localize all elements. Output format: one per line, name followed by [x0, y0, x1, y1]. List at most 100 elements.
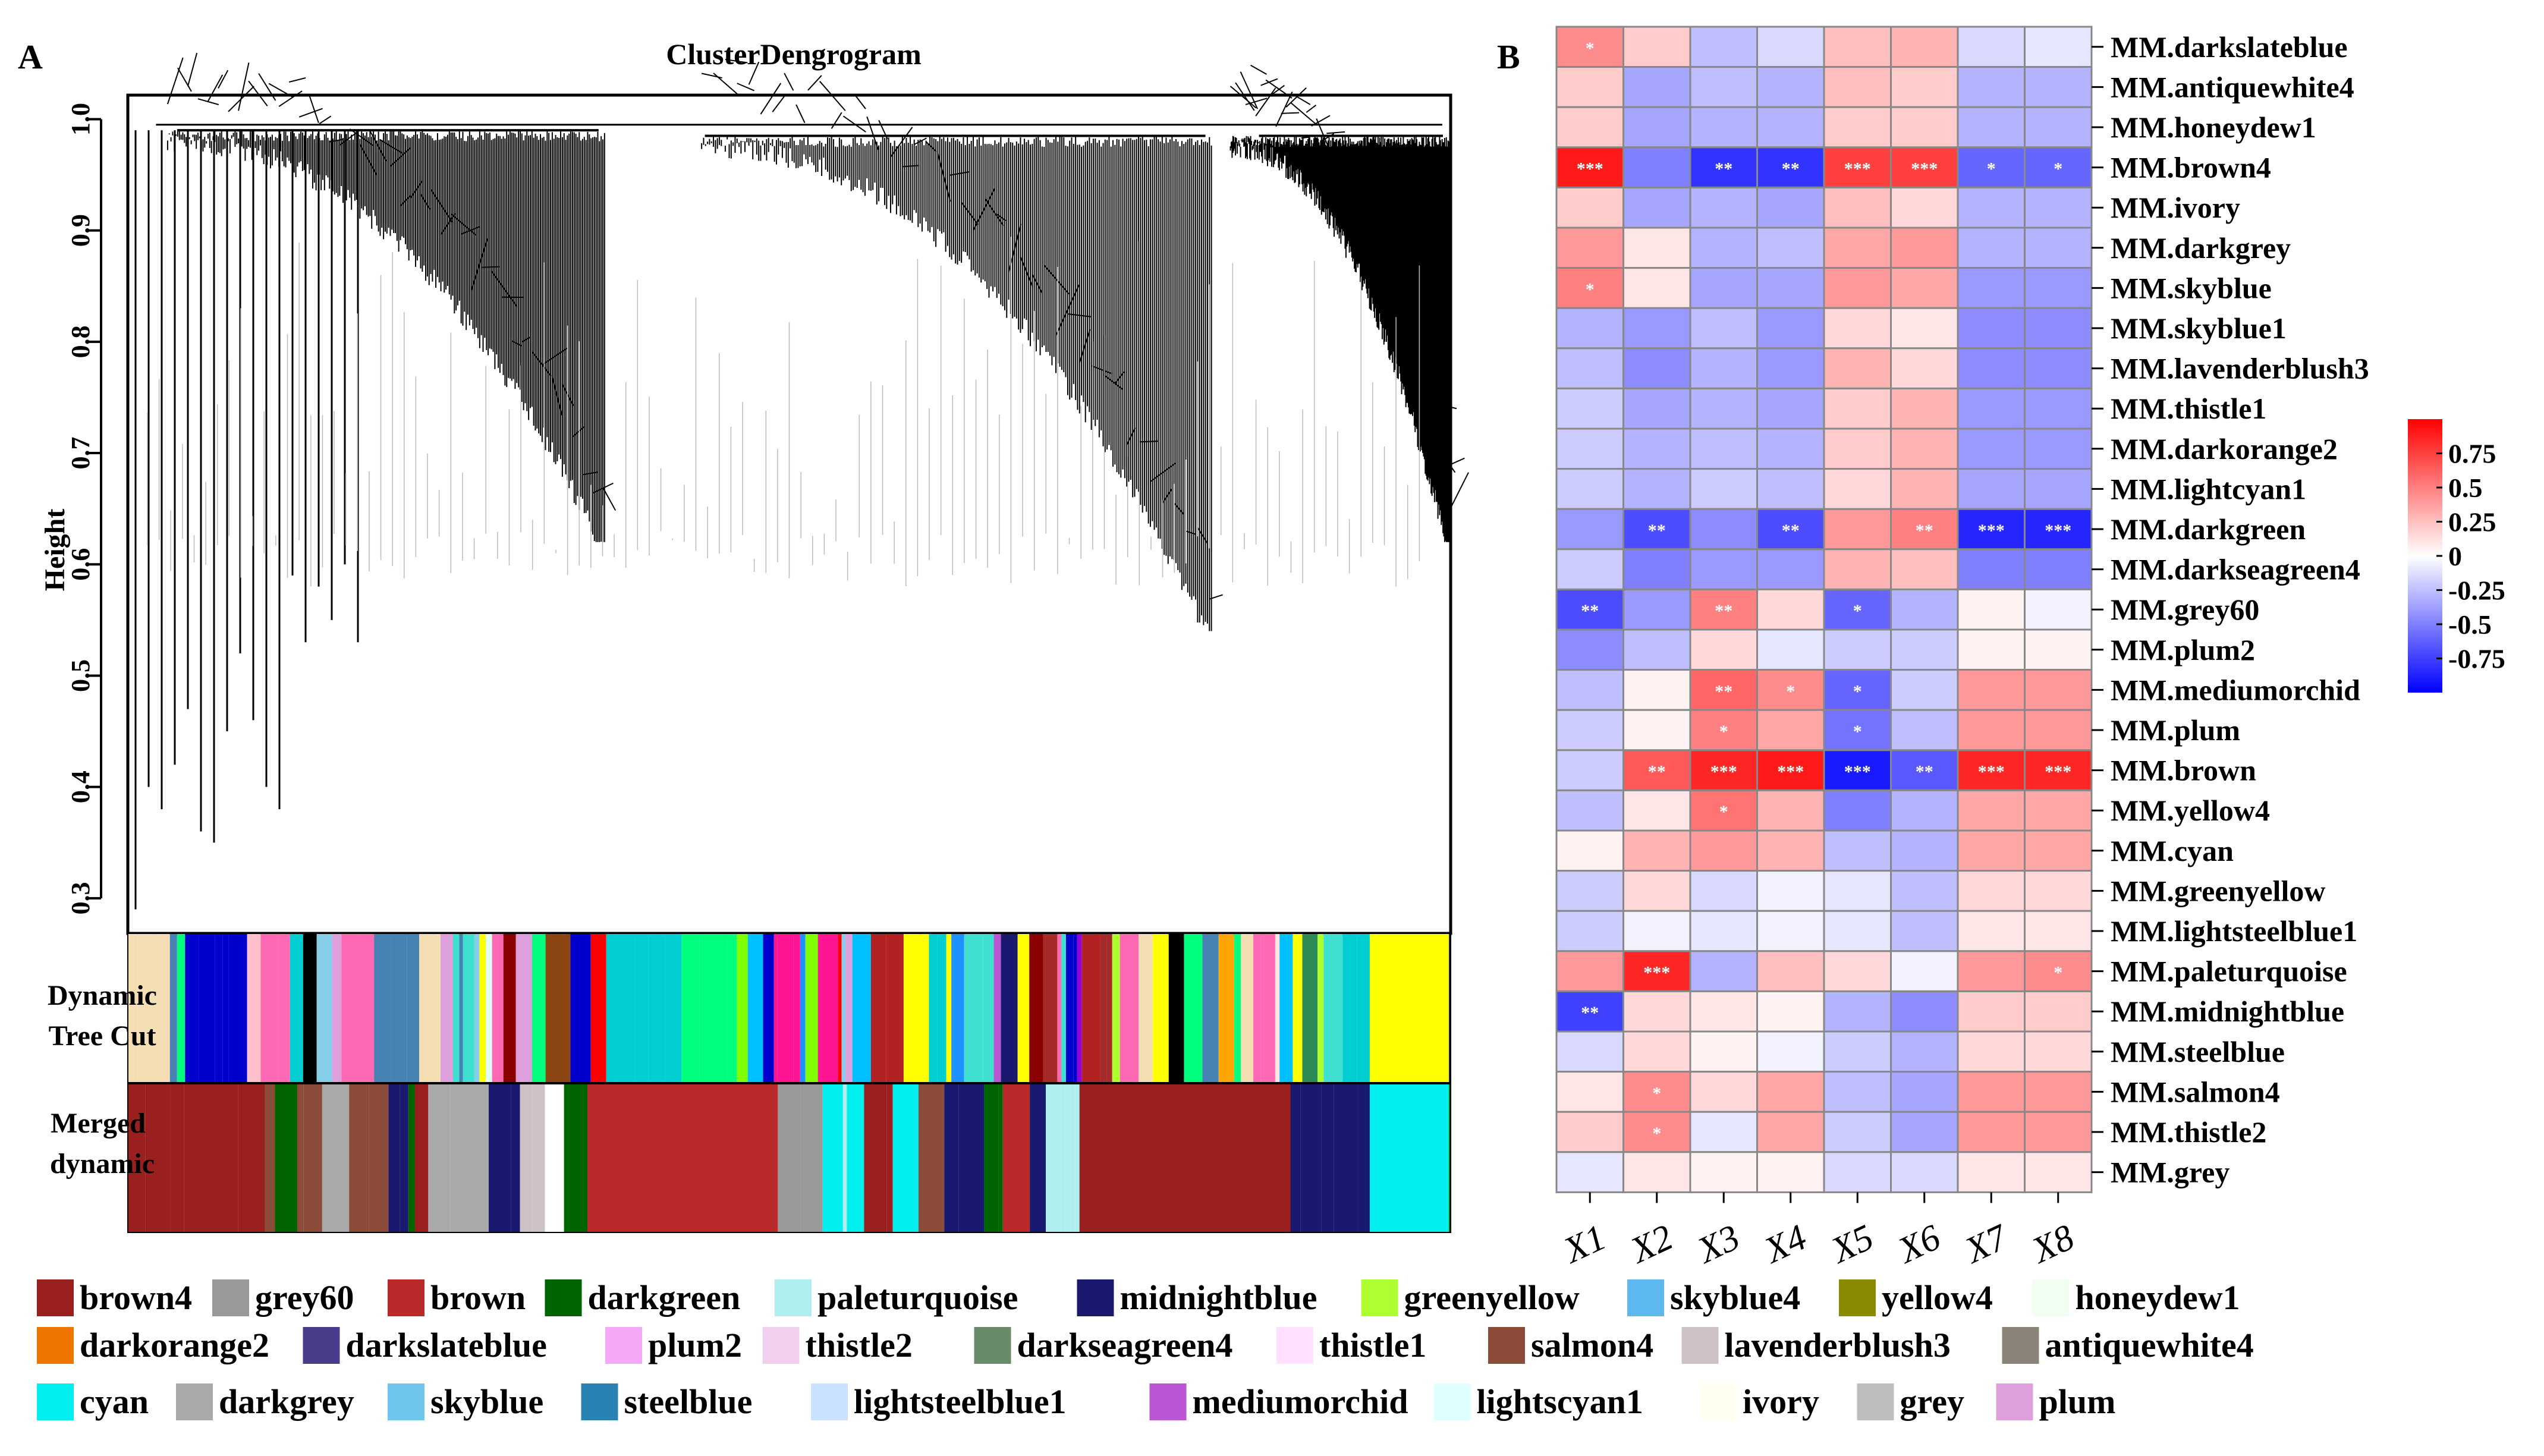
heatmap-cell	[1622, 709, 1691, 751]
heatmap-cell	[1756, 66, 1825, 108]
heatmap-cell	[2024, 26, 2093, 68]
dynamic-tree-cut-band	[710, 933, 728, 1082]
heatmap-cell	[1957, 1071, 2026, 1113]
row-label: MM.salmon4	[2111, 1075, 2280, 1108]
merged-dynamic-band	[1321, 1084, 1334, 1232]
heatmap-cell	[1756, 789, 1825, 832]
dendrogram-branch	[1255, 87, 1276, 117]
dynamic-tree-cut-band	[1275, 933, 1280, 1082]
dendrogram-branch	[288, 77, 306, 83]
dynamic-tree-cut-band	[1001, 933, 1018, 1082]
heatmap-cell	[1555, 1151, 1624, 1193]
dynamic-tree-cut-band	[1241, 933, 1254, 1082]
significance-label: *	[2054, 963, 2062, 983]
heatmap-cell	[1957, 870, 2026, 912]
merged-dynamic-band	[842, 1084, 847, 1232]
row-label: MM.darkgreen	[2111, 512, 2306, 546]
y-axis-label: Height	[39, 509, 71, 592]
dynamic-tree-cut-band	[303, 933, 317, 1082]
significance-label: **	[1648, 762, 1666, 782]
legend-swatch	[1857, 1383, 1894, 1420]
dynamic-tree-cut-band	[316, 933, 332, 1082]
heatmap-cell	[1823, 1151, 1892, 1193]
heatmap-cell	[1689, 387, 1758, 430]
merged-dynamic-band	[322, 1084, 335, 1232]
legend-label: lavenderblush3	[1725, 1326, 1951, 1364]
heatmap-cell	[1823, 307, 1892, 350]
merged-dynamic-band	[468, 1084, 489, 1232]
y-tick-label: 0.3	[66, 882, 95, 914]
heatmap-cell	[1622, 789, 1691, 832]
dynamic-tree-cut-band	[618, 933, 635, 1082]
heatmap-cell	[1689, 106, 1758, 149]
significance-label: ***	[1978, 521, 2005, 540]
dynamic-tree-cut-band	[886, 933, 904, 1082]
merged-dynamic-band	[944, 1084, 959, 1232]
significance-label: *	[1719, 802, 1728, 822]
dendrogram-branch	[1229, 86, 1257, 109]
heatmap-cell	[1957, 910, 2026, 952]
heatmap-cell	[2024, 186, 2093, 229]
dynamic-tree-cut-band	[290, 933, 303, 1082]
heatmap-cell	[1689, 307, 1758, 350]
legend-label: steelblue	[624, 1382, 753, 1421]
heatmap-cell	[1890, 789, 1959, 832]
dynamic-tree-cut-band	[805, 933, 818, 1082]
dendrogram-branch	[1250, 64, 1267, 75]
dendrogram-branch	[278, 90, 303, 107]
heatmap-cell	[2024, 1071, 2093, 1113]
heatmap-cell	[1957, 427, 2026, 470]
significance-label: *	[1786, 681, 1795, 701]
heatmap-cell	[2024, 267, 2093, 309]
dynamic-tree-cut-band	[155, 933, 170, 1082]
dynamic-tree-cut-band	[968, 933, 983, 1082]
dendrogram-branch	[854, 95, 866, 109]
heatmap-cell	[1823, 950, 1892, 992]
dendrogram-branch	[298, 108, 323, 118]
heatmap-cell	[2024, 387, 2093, 430]
dynamic-tree-cut-band	[1120, 933, 1139, 1082]
legend-swatch	[1433, 1383, 1471, 1420]
heatmap-cell	[1890, 950, 1959, 992]
heatmap-cell	[1890, 468, 1959, 510]
heatmap-cell	[1957, 387, 2026, 430]
merged-dynamic-band	[238, 1084, 265, 1232]
merged-dynamic-band	[1334, 1084, 1359, 1232]
significance-label: *	[1853, 722, 1862, 741]
heatmap-cell	[1622, 106, 1691, 149]
heatmap-cell	[1823, 387, 1892, 430]
dynamic-tree-cut-band	[341, 933, 359, 1082]
dendrogram-branch	[842, 115, 866, 133]
column-label: X2	[1623, 1217, 1679, 1272]
heatmap-cell	[2024, 1151, 2093, 1193]
row-label: MM.thistle2	[2111, 1115, 2266, 1149]
heatmap-cell	[1555, 427, 1624, 470]
merged-dynamic-band	[511, 1084, 520, 1232]
column-label: X8	[2024, 1217, 2080, 1272]
dynamic-tree-cut-band	[845, 933, 853, 1082]
heatmap-cell	[2024, 427, 2093, 470]
legend-swatch	[2032, 1279, 2070, 1316]
heatmap-cell	[1957, 347, 2026, 389]
heatmap-cell	[1622, 870, 1691, 912]
heatmap-cell	[1756, 1111, 1825, 1153]
heatmap-cell	[1890, 990, 1959, 1033]
heatmap-cell	[1555, 548, 1624, 590]
heatmap-cell	[1756, 387, 1825, 430]
legend-swatch	[1276, 1327, 1313, 1364]
band-label-dynamic-1: Dynamic	[48, 980, 157, 1011]
dendrogram-branch	[1295, 96, 1311, 105]
heatmap-cell	[2024, 1111, 2093, 1153]
heatmap-cell	[1622, 1030, 1691, 1073]
significance-label: **	[1648, 521, 1666, 540]
significance-label: **	[1782, 521, 1800, 540]
heatmap-cell	[1957, 950, 2026, 992]
dendrogram-branch	[582, 471, 598, 476]
legend-swatch	[762, 1327, 800, 1364]
merged-dynamic-band	[275, 1084, 297, 1232]
heatmap-cell	[1957, 1111, 2026, 1153]
heatmap-cell	[1957, 267, 2026, 309]
heatmap-cell	[2024, 990, 2093, 1033]
legend-swatch	[605, 1327, 642, 1364]
row-label: MM.darkseagreen4	[2111, 553, 2360, 586]
